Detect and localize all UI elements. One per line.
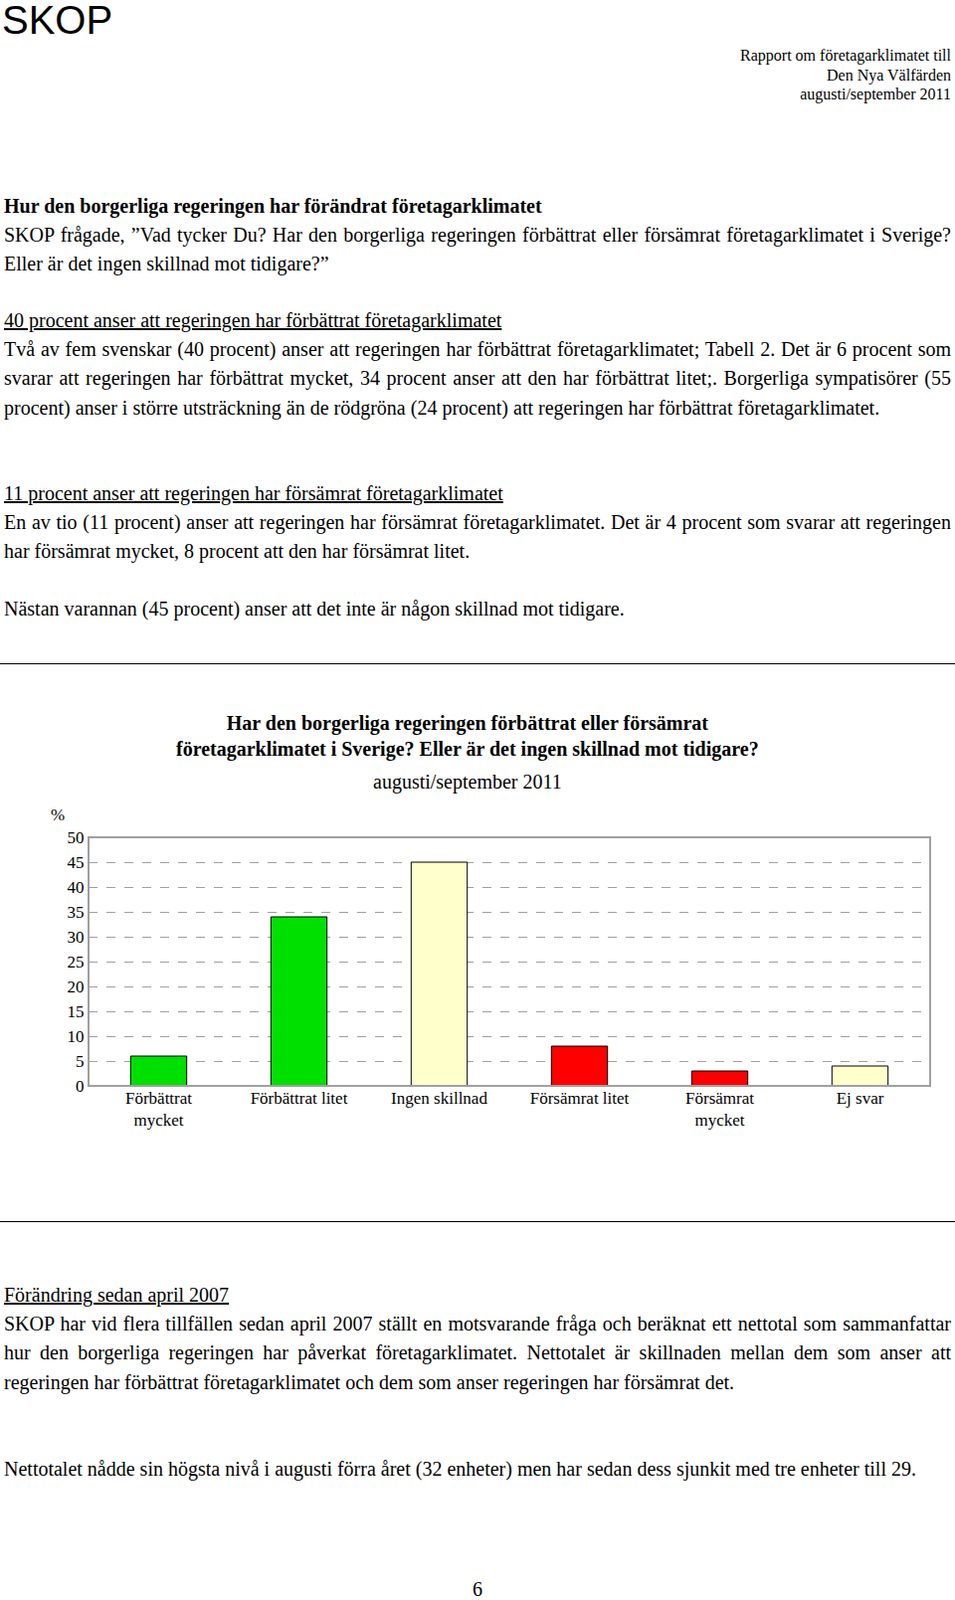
svg-text:45: 45 <box>67 853 85 873</box>
html-text:Förändring sedan april 2007: Förändring sedan april 2007 <box>3 1284 229 1307</box>
svg-text:35: 35 <box>67 903 85 923</box>
html-text:Nettotalet nådde sin högsta ni: Nettotalet nådde sin högsta nivå i augus… <box>3 1458 917 1481</box>
svg-text:5: 5 <box>75 1052 85 1072</box>
html-text:Två av fem svenskar (40 procen: Två av fem svenskar (40 procent) anser a… <box>3 338 952 419</box>
html-text:Hur den borgerliga regeringen: Hur den borgerliga regeringen har föränd… <box>3 194 542 217</box>
svg-text:50: 50 <box>67 828 85 848</box>
svg-text:40: 40 <box>67 878 85 898</box>
html-text:Nästan varannan (45 procent) a: Nästan varannan (45 procent) anser att d… <box>3 597 625 620</box>
html-text:Den Nya Välfärden: Den Nya Välfärden <box>826 66 952 84</box>
svg-text:Har den borgerliga regeringen: Har den borgerliga regeringen förbättrat… <box>176 712 760 762</box>
svg-text:Förbättrat litet: Förbättrat litet <box>250 1089 349 1109</box>
html-text:Rapport om företagarklimatet t: Rapport om företagarklimatet till <box>740 46 952 64</box>
svg-text:20: 20 <box>67 977 85 997</box>
svg-text:Förbättratmycket: Förbättratmycket <box>125 1089 192 1131</box>
svg-text:Ingen skillnad: Ingen skillnad <box>390 1089 488 1109</box>
svg-text:Försämratmycket: Försämratmycket <box>685 1089 755 1131</box>
html-text:En av tio (11 procent) anser a: En av tio (11 procent) anser att regerin… <box>3 511 952 563</box>
svg-text:0: 0 <box>75 1077 85 1097</box>
svg-text:30: 30 <box>67 928 85 948</box>
svg-text:%: % <box>50 805 65 825</box>
html-text:40 procent anser att regeringe: 40 procent anser att regeringen har förb… <box>3 309 502 332</box>
svg-text:Försämrat litet: Försämrat litet <box>530 1089 630 1109</box>
svg-text:Ej svar: Ej svar <box>836 1089 885 1109</box>
svg-text:25: 25 <box>67 953 85 972</box>
html-text:SKOP frågade, ”Vad tycker Du?: SKOP frågade, ”Vad tycker Du? Har den bo… <box>3 224 952 275</box>
svg-text:augusti/september 2011: augusti/september 2011 <box>373 770 563 794</box>
html-text:SKOP har vid flera tillfällen: SKOP har vid flera tillfällen sedan apri… <box>3 1313 952 1394</box>
html-text:augusti/september 2011: augusti/september 2011 <box>800 85 952 103</box>
html-text:11 procent anser att regeringe: 11 procent anser att regeringen har förs… <box>3 482 504 505</box>
svg-text:15: 15 <box>67 1002 85 1022</box>
html-text:6: 6 <box>472 1578 483 1600</box>
svg-text:10: 10 <box>67 1027 85 1047</box>
